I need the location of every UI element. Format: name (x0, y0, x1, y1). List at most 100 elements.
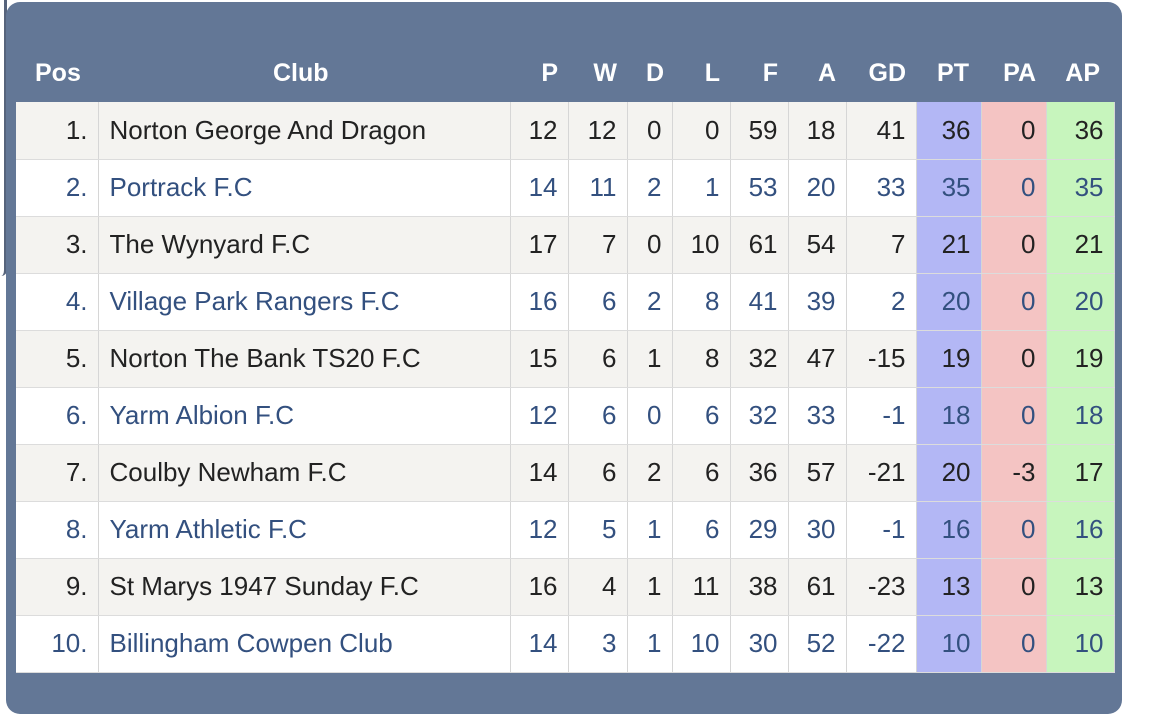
goals-against-cell: 20 (788, 159, 847, 217)
table-row: 3. The Wynyard F.C 17 7 0 10 61 54 7 21 … (16, 216, 1115, 274)
drawn-cell: 1 (627, 615, 673, 673)
points-adjustment-cell: 0 (981, 501, 1047, 559)
pos-cell: 3. (16, 216, 99, 274)
points-adjustment-cell: 0 (981, 558, 1047, 616)
goals-for-cell: 61 (730, 216, 789, 274)
goals-for-cell: 59 (730, 102, 789, 160)
lost-cell: 6 (672, 444, 731, 502)
played-cell: 12 (510, 501, 569, 559)
points-cell: 21 (916, 216, 982, 274)
header-lost[interactable]: L (704, 58, 720, 87)
won-cell: 3 (568, 615, 628, 673)
header-drawn[interactable]: D (645, 58, 664, 87)
goals-for-cell: 38 (730, 558, 789, 616)
header-adjusted-points[interactable]: AP (1065, 58, 1100, 87)
goals-against-cell: 61 (788, 558, 847, 616)
adjusted-points-cell: 18 (1046, 387, 1115, 445)
header-played[interactable]: P (541, 58, 558, 87)
points-adjustment-cell: 0 (981, 159, 1047, 217)
header-points[interactable]: PT (937, 58, 969, 87)
table-row: 9. St Marys 1947 Sunday F.C 16 4 1 11 38… (16, 558, 1115, 616)
goals-against-cell: 57 (788, 444, 847, 502)
table-row: 10. Billingham Cowpen Club 14 3 1 10 30 … (16, 615, 1115, 673)
goals-against-cell: 30 (788, 501, 847, 559)
won-cell: 12 (568, 102, 628, 160)
club-link[interactable]: Village Park Rangers F.C (98, 273, 511, 331)
won-cell: 6 (568, 330, 628, 388)
drawn-cell: 1 (627, 501, 673, 559)
table-row: 6. Yarm Albion F.C 12 6 0 6 32 33 -1 18 … (16, 387, 1115, 445)
lost-cell: 6 (672, 501, 731, 559)
goal-difference-cell: 2 (846, 273, 917, 331)
adjusted-points-cell: 21 (1046, 216, 1115, 274)
lost-cell: 10 (672, 615, 731, 673)
points-adjustment-cell: 0 (981, 387, 1047, 445)
pos-cell: 2. (16, 159, 99, 217)
points-cell: 19 (916, 330, 982, 388)
played-cell: 12 (510, 387, 569, 445)
points-cell: 16 (916, 501, 982, 559)
lost-cell: 11 (672, 558, 731, 616)
goals-against-cell: 33 (788, 387, 847, 445)
lost-cell: 8 (672, 273, 731, 331)
header-goals-against[interactable]: A (817, 58, 836, 87)
lost-cell: 1 (672, 159, 731, 217)
header-points-adjustment[interactable]: PA (1003, 58, 1036, 87)
header-goals-for[interactable]: F (762, 58, 778, 87)
header-won[interactable]: W (593, 58, 617, 87)
lost-cell: 8 (672, 330, 731, 388)
drawn-cell: 2 (627, 444, 673, 502)
table-row: 4. Village Park Rangers F.C 16 6 2 8 41 … (16, 273, 1115, 331)
points-adjustment-cell: 0 (981, 273, 1047, 331)
header-club[interactable]: Club (273, 58, 329, 87)
drawn-cell: 2 (627, 273, 673, 331)
points-cell: 20 (916, 273, 982, 331)
drawn-cell: 0 (627, 387, 673, 445)
points-adjustment-cell: 0 (981, 102, 1047, 160)
goal-difference-cell: -22 (846, 615, 917, 673)
points-cell: 10 (916, 615, 982, 673)
won-cell: 6 (568, 387, 628, 445)
goals-against-cell: 54 (788, 216, 847, 274)
header-goal-difference[interactable]: GD (868, 58, 907, 87)
table-row: 5. Norton The Bank TS20 F.C 15 6 1 8 32 … (16, 330, 1115, 388)
adjusted-points-cell: 36 (1046, 102, 1115, 160)
played-cell: 15 (510, 330, 569, 388)
table-row: 2. Portrack F.C 14 11 2 1 53 20 33 35 0 … (16, 159, 1115, 217)
points-cell: 20 (916, 444, 982, 502)
table-row: 8. Yarm Athletic F.C 12 5 1 6 29 30 -1 1… (16, 501, 1115, 559)
points-cell: 36 (916, 102, 982, 160)
drawn-cell: 1 (627, 558, 673, 616)
drawn-cell: 2 (627, 159, 673, 217)
points-cell: 13 (916, 558, 982, 616)
drawn-cell: 0 (627, 216, 673, 274)
club-cell: Norton George And Dragon (98, 102, 511, 160)
table-row: 7. Coulby Newham F.C 14 6 2 6 36 57 -21 … (16, 444, 1115, 502)
lost-cell: 10 (672, 216, 731, 274)
club-cell: Coulby Newham F.C (98, 444, 511, 502)
goals-against-cell: 18 (788, 102, 847, 160)
adjusted-points-cell: 16 (1046, 501, 1115, 559)
club-link[interactable]: Yarm Athletic F.C (98, 501, 511, 559)
goals-for-cell: 41 (730, 273, 789, 331)
points-adjustment-cell: 0 (981, 330, 1047, 388)
won-cell: 7 (568, 216, 628, 274)
pos-cell: 10. (16, 615, 99, 673)
table-header-row: Pos Club P W D L F A GD PT PA AP (16, 44, 1114, 102)
played-cell: 14 (510, 615, 569, 673)
pos-cell: 9. (16, 558, 99, 616)
club-link[interactable]: Portrack F.C (98, 159, 511, 217)
table-row: 1. Norton George And Dragon 12 12 0 0 59… (16, 102, 1115, 160)
adjusted-points-cell: 35 (1046, 159, 1115, 217)
header-pos[interactable]: Pos (35, 58, 81, 87)
pos-cell: 5. (16, 330, 99, 388)
goals-for-cell: 53 (730, 159, 789, 217)
goals-against-cell: 52 (788, 615, 847, 673)
club-link[interactable]: Billingham Cowpen Club (98, 615, 511, 673)
goal-difference-cell: -23 (846, 558, 917, 616)
adjusted-points-cell: 10 (1046, 615, 1115, 673)
won-cell: 6 (568, 444, 628, 502)
won-cell: 5 (568, 501, 628, 559)
points-cell: 35 (916, 159, 982, 217)
club-link[interactable]: Yarm Albion F.C (98, 387, 511, 445)
